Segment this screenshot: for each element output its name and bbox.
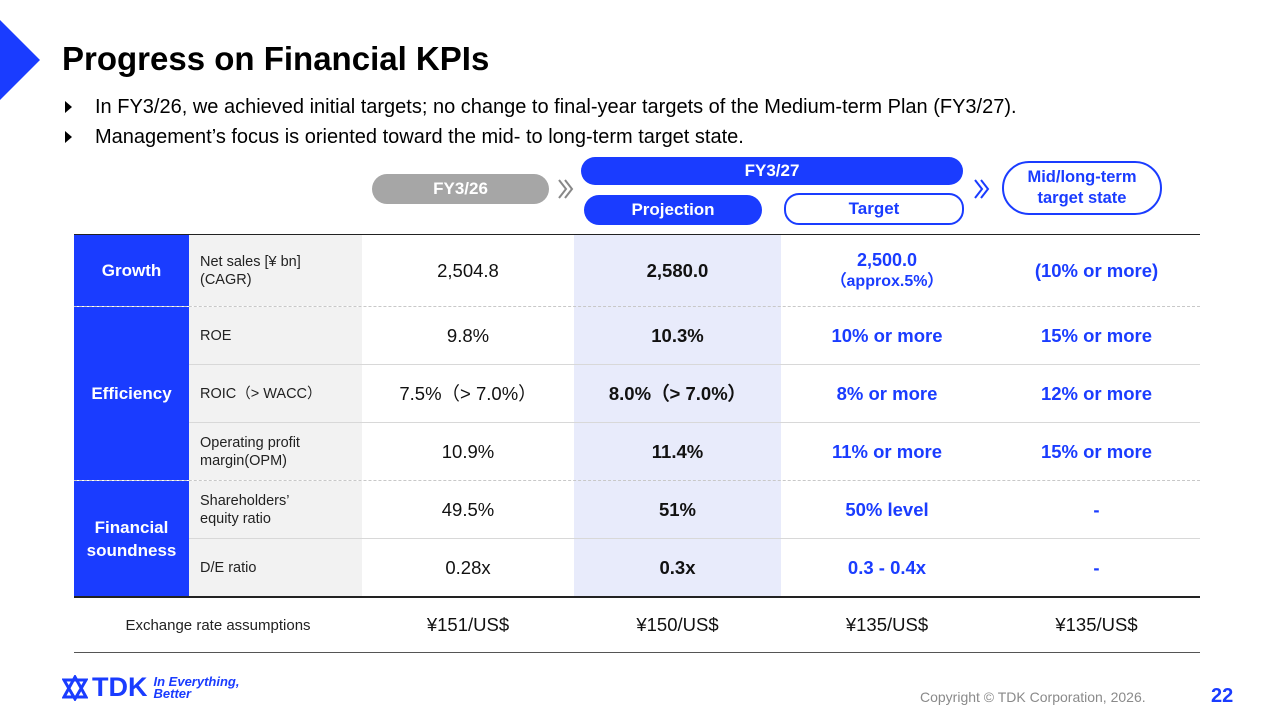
tdk-wordmark: TDK (92, 672, 148, 702)
cell-fy26: 2,504.8 (437, 260, 499, 281)
group-separator (74, 480, 1200, 481)
cell-mid: 12% or more (1040, 383, 1153, 404)
bullet-arrow-icon (65, 101, 72, 113)
row-label-net-sales: Net sales [¥ bn] (CAGR) (189, 235, 362, 306)
header-mid-line2: target state (1037, 189, 1127, 207)
tdk-emblem-icon (62, 674, 88, 701)
cell-projection: 2,580.0 (646, 260, 709, 281)
tdk-tagline: In Everything, Better (153, 673, 240, 701)
bullet-list: In FY3/26, we achieved initial targets; … (62, 92, 1017, 152)
row-label-line2: (CAGR) (200, 271, 252, 288)
cell-target-line1: 2,500.0 (856, 250, 918, 270)
row-label-line1: D/E ratio (200, 559, 257, 576)
bullet-item: Management’s focus is oriented toward th… (62, 122, 1017, 152)
row-separator (189, 364, 1200, 365)
category-financial-line2: soundness (86, 540, 177, 560)
double-chevron-icon (974, 179, 990, 199)
cell-mid: (10% or more) (1034, 260, 1159, 281)
category-growth: Growth (74, 235, 189, 306)
header-target: Target (784, 193, 964, 225)
cell-target: 0.3 - 0.4x (847, 557, 927, 578)
header-fy27: FY3/27 (581, 157, 963, 185)
cell-mid: 15% or more (1040, 441, 1153, 462)
row-label-line1: Net sales [¥ bn] (200, 253, 301, 270)
cell-fy26: 10.9% (441, 441, 495, 462)
row-label-line1: ROE (200, 327, 232, 344)
bullet-text: In FY3/26, we achieved initial targets; … (95, 95, 1017, 118)
cell-fy26: 9.8% (446, 325, 490, 346)
group-separator (74, 306, 1200, 307)
page-title: Progress on Financial KPIs (62, 40, 490, 77)
double-chevron-icon (558, 179, 574, 199)
category-financial-line1: Financial (94, 517, 169, 537)
exchange-fy26: ¥151/US$ (426, 614, 510, 635)
bullet-item: In FY3/26, we achieved initial targets; … (62, 92, 1017, 122)
header-fy26: FY3/26 (372, 174, 549, 204)
corner-accent-triangle (0, 20, 40, 100)
exchange-rate-label: Exchange rate assumptions (125, 616, 311, 634)
cell-fy26: 7.5%（> 7.0%） (399, 383, 537, 404)
row-label-de-ratio: D/E ratio (189, 539, 362, 596)
cell-projection: 0.3x (659, 557, 696, 578)
cell-projection: 8.0%（> 7.0%） (608, 383, 747, 404)
exchange-bottom-rule (74, 652, 1200, 653)
cell-target: 8% or more (836, 383, 938, 404)
category-financial-soundness: Financial soundness (74, 481, 189, 596)
row-separator (189, 422, 1200, 423)
bullet-arrow-icon (65, 131, 72, 143)
table-top-rule (74, 234, 1200, 235)
row-label-roe: ROE (189, 307, 362, 364)
table-bottom-rule (74, 596, 1200, 598)
row-label-line1: ROIC（> WACC） (200, 385, 322, 402)
header-mid-line1: Mid/long-term (1027, 168, 1137, 186)
row-label-roic: ROIC（> WACC） (189, 365, 362, 422)
cell-fy26: 0.28x (445, 557, 491, 578)
tagline-line1: In Everything, (153, 673, 240, 689)
row-label-line2: equity ratio (200, 510, 271, 527)
row-label-line1: Shareholders’ (200, 492, 290, 509)
cell-mid: - (1093, 557, 1100, 578)
copyright-text: Copyright © TDK Corporation, 2026. (920, 689, 1146, 705)
cell-target-line2: （approx.5%） (830, 273, 944, 290)
cell-mid: 15% or more (1040, 325, 1153, 346)
tdk-logo: TDK In Everything, Better (62, 672, 239, 703)
exchange-mid: ¥135/US$ (1055, 614, 1138, 635)
header-mid-long-term: Mid/long-term target state (1002, 161, 1162, 215)
cell-target: 10% or more (831, 325, 943, 346)
cell-projection: 51% (658, 499, 697, 520)
projection-column-band (574, 235, 781, 596)
tagline-line2: Better (153, 685, 192, 701)
cell-target: 11% or more (831, 441, 943, 462)
cell-projection: 11.4% (651, 441, 704, 462)
row-label-line1: Operating profit (200, 434, 300, 451)
row-label-opm: Operating profit margin(OPM) (189, 423, 362, 480)
category-efficiency: Efficiency (74, 307, 189, 480)
exchange-target: ¥135/US$ (845, 614, 929, 635)
page-number: 22 (1211, 685, 1234, 707)
row-separator (189, 538, 1200, 539)
cell-projection: 10.3% (651, 325, 704, 346)
header-projection: Projection (584, 195, 762, 225)
exchange-projection: ¥150/US$ (636, 614, 719, 635)
row-label-line2: margin(OPM) (200, 452, 288, 469)
cell-target: 50% level (845, 499, 929, 520)
cell-target: 2,500.0 （approx.5%） (781, 242, 993, 300)
bullet-text: Management’s focus is oriented toward th… (95, 125, 744, 148)
row-label-equity-ratio: Shareholders’ equity ratio (189, 481, 362, 538)
cell-fy26: 49.5% (441, 499, 495, 520)
cell-mid: - (1093, 499, 1100, 520)
